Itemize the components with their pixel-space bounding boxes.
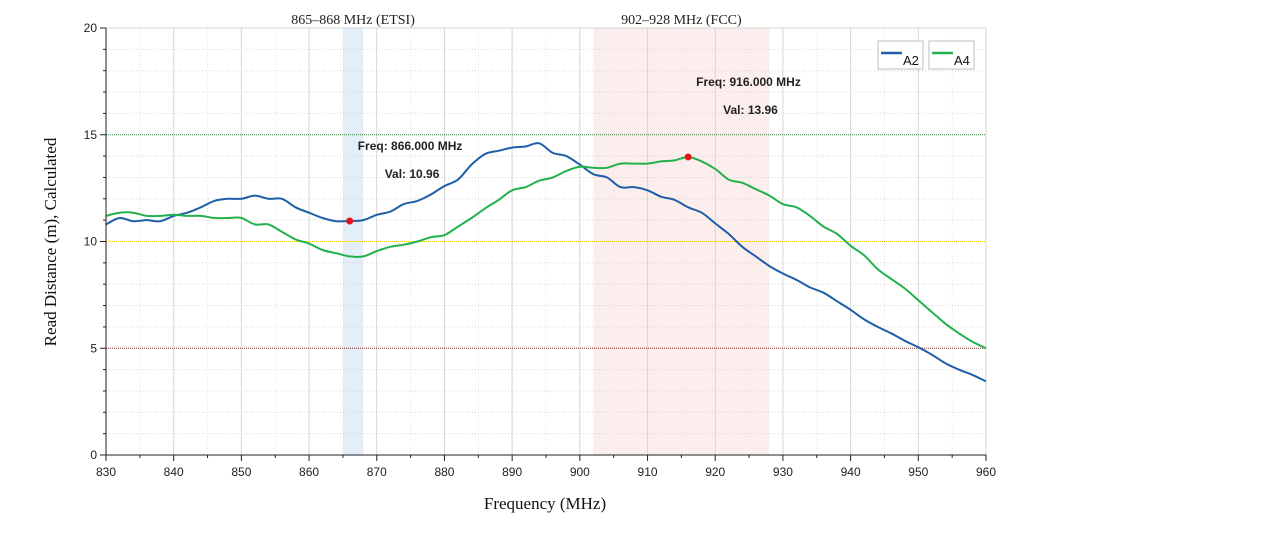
x-tick-label: 950 — [908, 465, 928, 479]
x-tick-label: 830 — [96, 465, 116, 479]
annotation-val-a4: Val: 13.96 — [723, 103, 778, 117]
legend-label-a2: A2 — [903, 53, 919, 68]
x-tick-label: 890 — [502, 465, 522, 479]
band-label-0: 865–868 MHz (ETSI) — [291, 13, 415, 28]
y-tick-label: 0 — [90, 448, 97, 462]
x-tick-label: 840 — [164, 465, 184, 479]
data-point-marker-a4[interactable] — [684, 153, 692, 161]
legend-item-a4[interactable] — [928, 40, 975, 70]
x-tick-label: 920 — [705, 465, 725, 479]
y-tick-label: 20 — [84, 21, 98, 35]
x-tick-label: 850 — [231, 465, 251, 479]
x-tick-label: 930 — [773, 465, 793, 479]
annotation-val-a2: Val: 10.96 — [385, 167, 440, 181]
axes — [100, 27, 987, 461]
y-axis-title: Read Distance (m), Calculated — [41, 137, 60, 346]
y-tick-label: 10 — [84, 235, 98, 249]
legend-item-a2[interactable] — [877, 40, 924, 70]
x-tick-label: 900 — [570, 465, 590, 479]
legend-label-a4: A4 — [954, 53, 970, 68]
annotation-markers — [346, 153, 692, 225]
x-tick-label: 960 — [976, 465, 996, 479]
x-tick-label: 910 — [638, 465, 658, 479]
x-tick-label: 870 — [367, 465, 387, 479]
series-line-a2 — [105, 142, 987, 383]
x-axis-title: Frequency (MHz) — [484, 494, 606, 513]
annotation-freq-a4: Freq: 916.000 MHz — [696, 75, 801, 89]
annotation-freq-a2: Freq: 866.000 MHz — [358, 139, 463, 153]
y-tick-label: 5 — [90, 341, 97, 355]
x-tick-label: 940 — [841, 465, 861, 479]
series-line-a4 — [105, 155, 987, 350]
series-lines — [105, 142, 987, 383]
labels: 865–868 MHz (ETSI) 902–928 MHz (FCC) Freq:… — [84, 13, 997, 479]
band-label-1: 902–928 MHz (FCC) — [621, 13, 742, 28]
reference-lines — [106, 134, 986, 349]
x-tick-label: 880 — [434, 465, 454, 479]
legend: A2 A4 — [877, 40, 975, 70]
data-point-marker-a2[interactable] — [346, 217, 354, 225]
y-tick-label: 15 — [84, 128, 98, 142]
x-tick-label: 860 — [299, 465, 319, 479]
